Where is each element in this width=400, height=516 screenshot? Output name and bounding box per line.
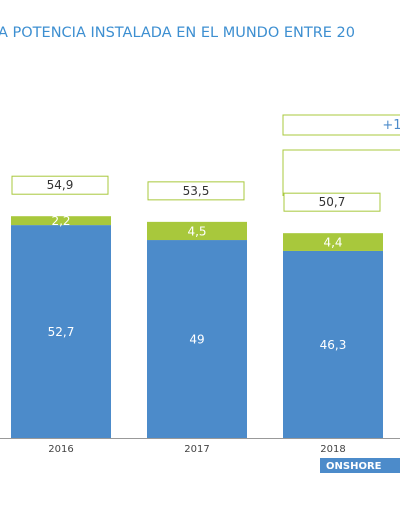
value-label: 4,4 [323, 236, 342, 250]
bar-segment [147, 221, 247, 241]
x-tick-label: 2016 [48, 444, 73, 455]
annotation: +1 [382, 118, 400, 133]
total-label: 53,5 [183, 184, 210, 198]
bar-segment [147, 240, 247, 438]
legend-swatch [320, 458, 400, 473]
total-box [147, 181, 245, 201]
x-tick-label: 2017 [184, 444, 209, 455]
bar-segment [11, 216, 111, 226]
bar-segment [283, 233, 383, 251]
bar-segment [11, 225, 111, 438]
value-label: 49 [189, 333, 204, 347]
value-label: 4,5 [187, 224, 206, 238]
total-box [283, 192, 381, 212]
total-box [11, 175, 109, 195]
legend-label: ONSHORE [326, 461, 382, 472]
chart-title: A POTENCIA INSTALADA EN EL MUNDO ENTRE 2… [0, 25, 355, 41]
total-label: 54,9 [47, 178, 74, 192]
value-label: 52,7 [48, 325, 75, 339]
total-label: 50,7 [319, 195, 346, 209]
bracket [282, 149, 400, 196]
x-tick-label: 2018 [320, 444, 345, 455]
annotation-box [282, 114, 400, 136]
bar-segment [283, 250, 383, 438]
value-label: 46,3 [320, 338, 347, 352]
value-label: 2,2 [51, 214, 70, 228]
